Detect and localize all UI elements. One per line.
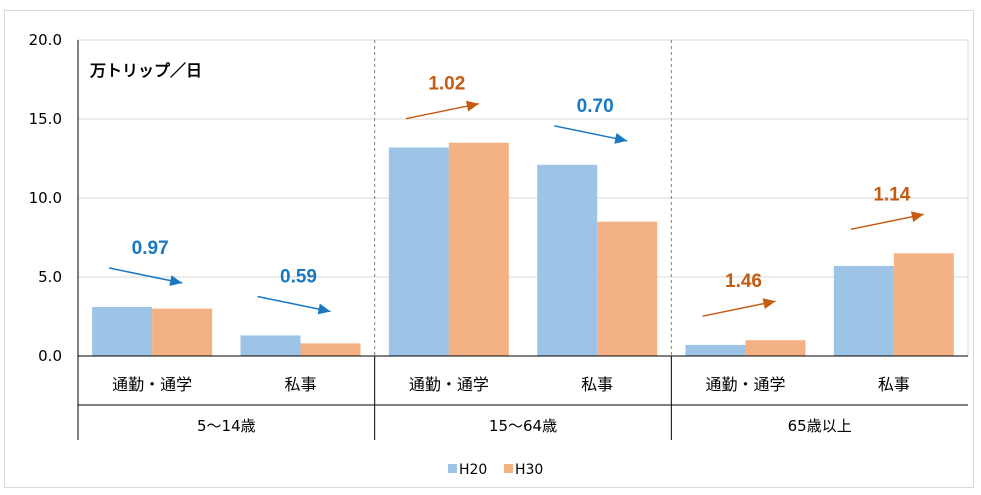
category-label: 私事 <box>581 375 613 394</box>
trend-arrow-head <box>317 303 331 315</box>
trend-arrow-head <box>614 133 628 144</box>
y-tick-label: 20.0 <box>29 31 62 49</box>
legend-label-h30: H30 <box>515 462 543 478</box>
bar-h20 <box>240 335 301 356</box>
bar-h30 <box>448 142 509 356</box>
trend-arrow-line <box>109 267 183 284</box>
annotations: 0.97 0.59 1.02 0.70 1.46 1.14 <box>109 74 924 317</box>
bar-h30 <box>893 253 954 356</box>
ratio-label: 1.46 <box>725 271 762 292</box>
trend-arrow-head <box>169 275 183 286</box>
category-label: 通勤・通学 <box>705 375 785 394</box>
y-tick-label: 15.0 <box>29 110 62 128</box>
bar-h20 <box>537 164 598 356</box>
bar-h30 <box>745 340 806 356</box>
trend-arrow-line <box>554 125 628 142</box>
trend-arrow-line <box>702 300 776 317</box>
axes: 20.0 15.0 10.0 5.0 0.0 通勤・通学 私事 通勤・通学 私事 通勤・通学 私事 5… <box>29 31 969 440</box>
trend-arrow-head <box>465 100 479 112</box>
ratio-label: 1.14 <box>873 184 910 205</box>
category-label: 私事 <box>878 375 910 394</box>
category-label: 私事 <box>284 375 316 394</box>
group-label: 5～14歳 <box>197 417 256 435</box>
ratio-label: 0.59 <box>280 266 317 287</box>
category-label: 通勤・通学 <box>409 375 489 394</box>
trend-arrow-line <box>405 102 479 120</box>
bar-h20 <box>388 147 449 356</box>
legend-swatch-h30 <box>504 464 513 473</box>
bar-h30 <box>597 221 658 356</box>
y-tick-label: 0.0 <box>38 347 62 365</box>
bar-h30 <box>152 308 213 356</box>
bar-h20 <box>833 265 894 356</box>
category-label: 通勤・通学 <box>112 375 192 394</box>
ratio-label: 0.97 <box>132 238 169 259</box>
unit-label: 万トリップ／日 <box>89 61 202 80</box>
bar-h30 <box>300 343 361 356</box>
legend: H20 H30 <box>448 462 543 478</box>
gridlines <box>78 39 968 278</box>
trend-arrow-head <box>910 211 924 223</box>
y-tick-label: 5.0 <box>38 268 62 286</box>
y-tick-label: 10.0 <box>29 189 62 207</box>
bars <box>92 142 954 356</box>
trend-arrow-line <box>257 295 331 313</box>
trend-arrow-line <box>850 213 924 231</box>
bar-h20 <box>92 307 153 356</box>
ratio-label: 0.70 <box>577 96 614 117</box>
ratio-label: 1.02 <box>428 74 465 95</box>
legend-swatch-h20 <box>448 464 457 473</box>
bar-h20 <box>685 344 746 356</box>
group-label: 65歳以上 <box>788 417 852 435</box>
trend-arrow-head <box>762 298 776 310</box>
group-label: 15～64歳 <box>489 417 557 435</box>
legend-label-h20: H20 <box>459 462 487 478</box>
